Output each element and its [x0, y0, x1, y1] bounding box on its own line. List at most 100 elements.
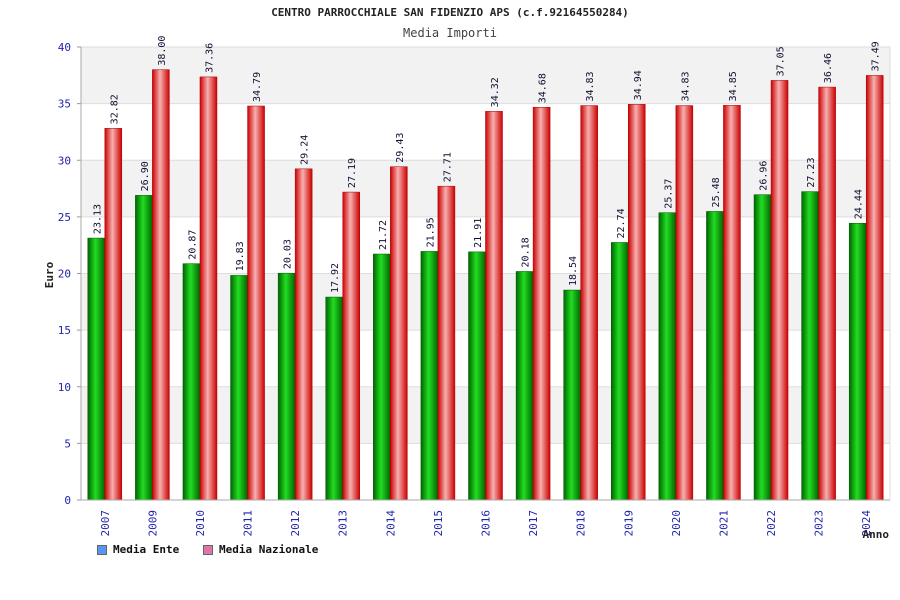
bar-ente: [801, 191, 819, 501]
bar-ente: [515, 271, 534, 501]
bar-nazionale: [485, 111, 503, 501]
data-label-nazionale: 34.83: [680, 71, 691, 101]
x-tick-label: 2018: [575, 510, 588, 537]
data-label-ente: 19.83: [235, 241, 246, 271]
data-label-ente: 25.48: [711, 177, 722, 207]
data-label-nazionale: 29.43: [395, 133, 406, 163]
bar-nazionale: [818, 86, 836, 501]
bar-nazionale: [390, 166, 408, 501]
data-label-nazionale: 34.83: [585, 71, 596, 101]
data-label-nazionale: 37.05: [776, 46, 787, 76]
bar-nazionale: [152, 69, 170, 501]
data-label-ente: 27.23: [806, 158, 817, 188]
y-tick-label: 20: [58, 268, 71, 281]
data-label-nazionale: 27.19: [347, 158, 358, 188]
bar-nazionale: [675, 105, 694, 501]
y-tick-label: 30: [58, 154, 71, 167]
bar-nazionale: [532, 106, 551, 501]
bar-ente: [468, 251, 486, 501]
y-axis-title: Euro: [43, 261, 56, 288]
bar-nazionale: [342, 191, 360, 501]
x-tick-label: 2015: [432, 510, 445, 537]
legend-swatch-media-ente: [97, 544, 107, 555]
x-tick-label: 2022: [765, 510, 778, 537]
x-tick-label: 2010: [194, 510, 207, 537]
bar-ente: [230, 275, 248, 501]
x-tick-label: 2009: [146, 510, 159, 537]
x-tick-label: 2020: [670, 510, 683, 537]
y-tick-label: 15: [58, 324, 71, 337]
bar-nazionale: [865, 75, 884, 501]
bar-nazionale: [580, 105, 598, 501]
legend-label-media-ente: Media Ente: [113, 543, 180, 556]
x-tick-label: 2017: [527, 510, 540, 537]
bar-ente: [611, 242, 629, 501]
bar-nazionale: [199, 76, 218, 501]
data-label-nazionale: 27.71: [442, 152, 453, 182]
data-label-nazionale: 34.79: [252, 72, 263, 102]
x-tick-label: 2016: [480, 510, 493, 537]
data-label-ente: 25.37: [663, 179, 674, 209]
legend-label-media-nazionale: Media Nazionale: [219, 543, 319, 556]
data-label-ente: 26.96: [759, 161, 770, 191]
x-tick-label: 2024: [860, 510, 873, 537]
x-tick-label: 2021: [717, 510, 730, 537]
data-label-ente: 20.03: [283, 239, 294, 269]
y-tick-label: 25: [58, 211, 71, 224]
bar-ente: [325, 296, 343, 501]
bar-nazionale: [723, 105, 741, 501]
bar-nazionale: [770, 80, 789, 501]
bar-nazionale: [247, 105, 265, 501]
data-label-ente: 17.92: [330, 263, 341, 293]
x-tick-label: 2014: [384, 510, 397, 537]
bar-ente: [420, 251, 439, 501]
data-label-ente: 26.90: [140, 161, 151, 191]
y-tick-label: 10: [58, 381, 71, 394]
data-label-nazionale: 32.82: [109, 94, 120, 124]
x-axis-title: Anno: [863, 528, 890, 541]
data-label-ente: 22.74: [616, 208, 627, 238]
legend-swatch-media-nazionale: [203, 544, 213, 555]
bar-ente: [135, 195, 153, 501]
bar-nazionale: [294, 168, 313, 501]
bar-ente: [373, 253, 391, 501]
x-tick-label: 2019: [622, 510, 635, 537]
data-label-ente: 21.95: [425, 217, 436, 247]
data-label-nazionale: 36.46: [823, 53, 834, 83]
data-label-nazionale: 34.94: [633, 70, 644, 100]
data-label-ente: 21.72: [378, 220, 389, 250]
data-label-ente: 18.54: [568, 256, 579, 286]
chart-title: CENTRO PARROCCHIALE SAN FIDENZIO APS (c.…: [271, 6, 629, 19]
bar-ente: [658, 212, 677, 501]
data-label-nazionale: 38.00: [157, 36, 168, 66]
data-label-nazionale: 37.36: [204, 43, 215, 73]
data-label-nazionale: 34.32: [490, 77, 501, 107]
y-tick-label: 40: [58, 41, 71, 54]
x-tick-label: 2023: [813, 510, 826, 537]
y-tick-label: 35: [58, 98, 71, 111]
data-label-ente: 20.18: [521, 237, 532, 267]
x-tick-label: 2013: [337, 510, 350, 537]
bar-ente: [706, 211, 724, 501]
data-label-nazionale: 34.85: [728, 71, 739, 101]
x-tick-label: 2011: [242, 510, 255, 537]
bar-ente: [182, 263, 201, 501]
data-label-ente: 20.87: [187, 230, 198, 260]
bar-ente: [563, 289, 581, 501]
data-label-ente: 21.91: [473, 218, 484, 248]
bar-nazionale: [104, 128, 123, 501]
bar-ente: [848, 222, 867, 501]
legend-item-media-ente: Media Ente: [97, 543, 179, 556]
data-label-nazionale: 37.49: [871, 41, 882, 71]
bar-nazionale: [437, 185, 456, 501]
chart-subtitle: Media Importi: [403, 26, 497, 40]
data-label-ente: 24.44: [854, 189, 865, 219]
y-tick-label: 5: [64, 437, 71, 450]
bar-ente: [87, 237, 106, 501]
y-tick-label: 0: [64, 494, 71, 507]
bar-ente: [753, 194, 772, 501]
x-tick-label: 2007: [99, 510, 112, 537]
bar-ente: [277, 272, 296, 501]
legend-item-media-nazionale: Media Nazionale: [203, 543, 318, 556]
